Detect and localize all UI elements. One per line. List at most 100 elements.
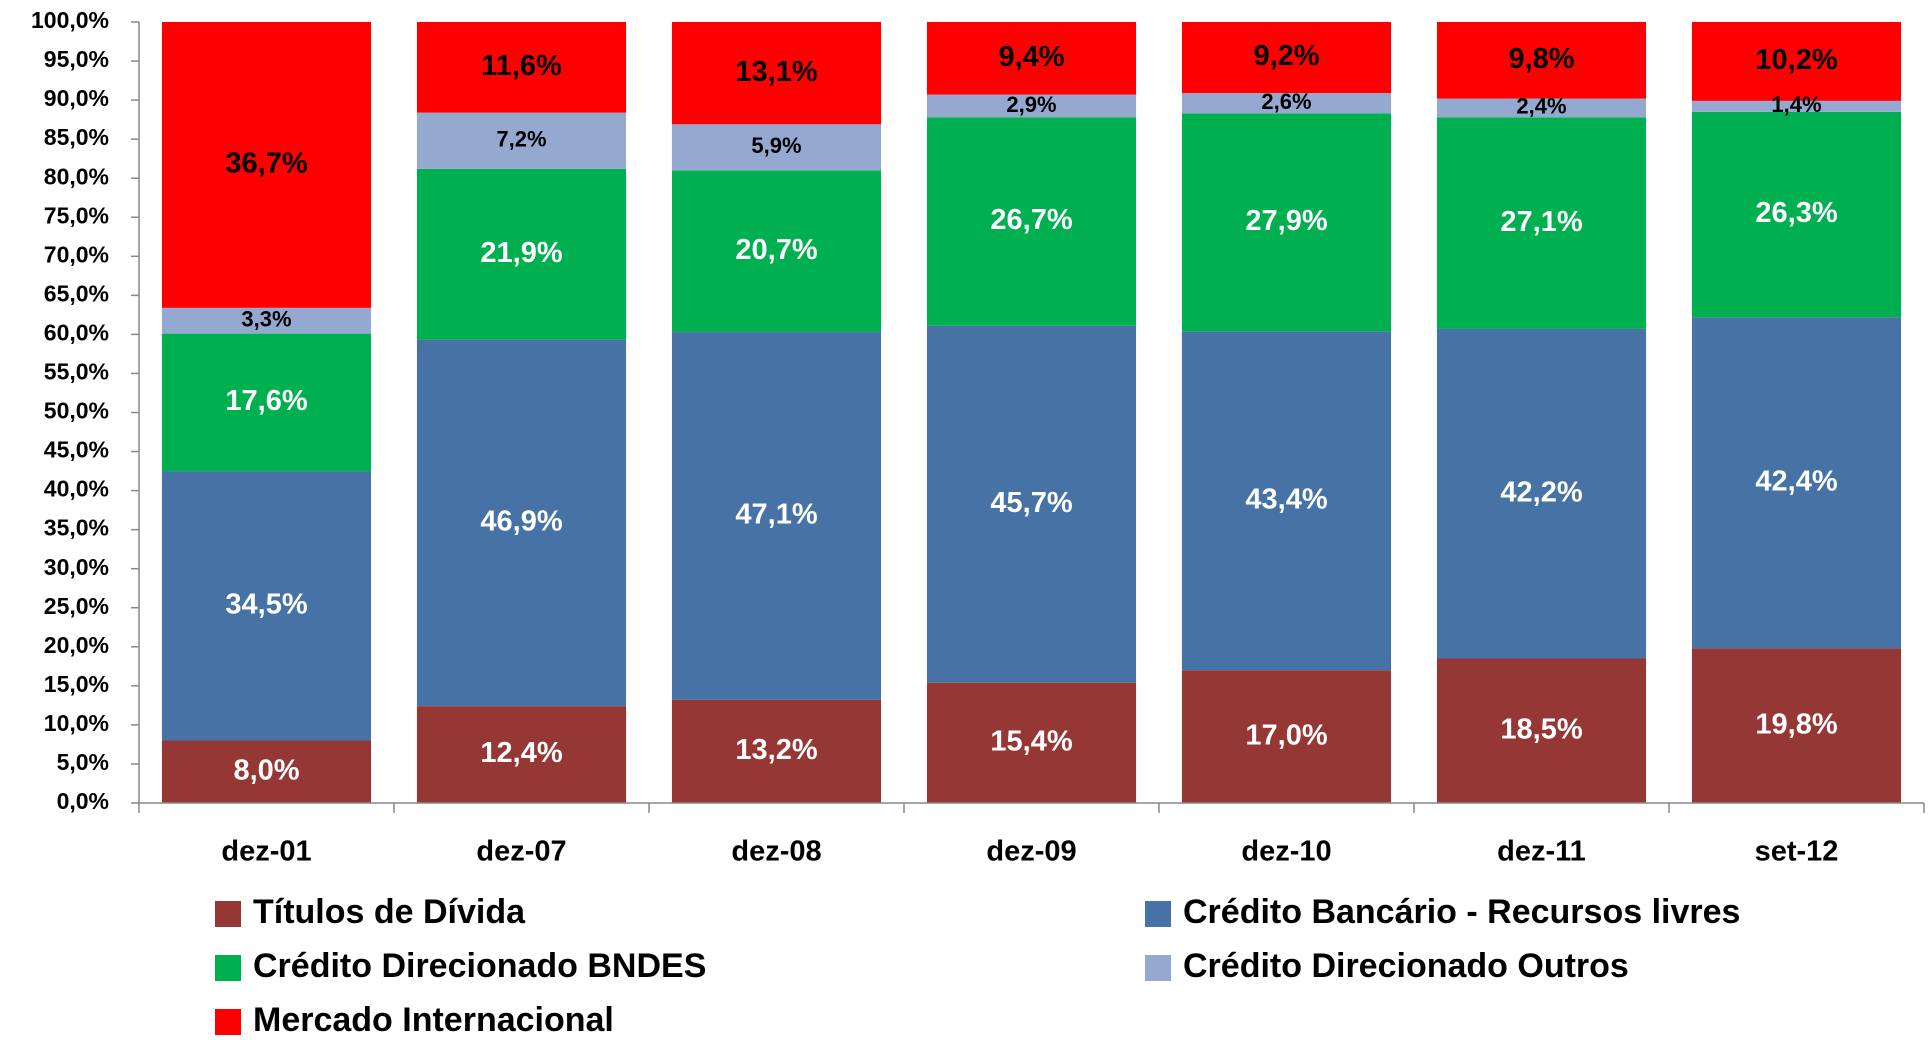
bar-segment (671, 170, 882, 333)
bar-segment (671, 22, 882, 125)
value-label: 12,4% (480, 737, 562, 769)
value-label: 27,1% (1500, 206, 1582, 238)
x-tick-label: dez-07 (476, 836, 566, 868)
legend-swatch (1145, 955, 1171, 981)
bar-segment (416, 112, 627, 169)
bar-segment (1691, 100, 1902, 112)
x-tick-label: dez-10 (1241, 836, 1331, 868)
bar-segment (1691, 111, 1902, 318)
bar-segment (416, 168, 627, 340)
y-tick-label: 85,0% (44, 124, 109, 150)
y-tick-label: 10,0% (44, 710, 109, 736)
value-label: 34,5% (225, 588, 307, 620)
value-label: 5,9% (751, 133, 801, 158)
value-label: 11,6% (481, 50, 562, 82)
bar-segment (1691, 22, 1902, 101)
x-tick-label: dez-09 (986, 836, 1076, 868)
bar-segment (671, 332, 882, 700)
value-label: 36,7% (225, 148, 307, 180)
value-label: 17,0% (1245, 719, 1327, 751)
value-label: 9,4% (998, 41, 1064, 73)
bar-segment (161, 740, 372, 803)
legend-swatch (215, 901, 241, 927)
bar-segment (161, 307, 372, 334)
value-label: 42,4% (1755, 465, 1837, 497)
bar-segment (1181, 670, 1392, 803)
bar-segment (416, 22, 627, 113)
value-label: 8,0% (233, 754, 299, 786)
y-tick-label: 15,0% (44, 671, 109, 697)
legend-swatch (1145, 901, 1171, 927)
y-tick-label: 70,0% (44, 241, 109, 267)
value-label: 26,3% (1755, 197, 1837, 229)
bar-segment (1181, 93, 1392, 114)
y-tick-label: 90,0% (44, 85, 109, 111)
value-label: 21,9% (480, 237, 562, 269)
value-label: 2,9% (1006, 92, 1056, 117)
value-label: 26,7% (990, 204, 1072, 236)
value-label: 46,9% (480, 506, 562, 538)
bar-segment (926, 94, 1137, 118)
bar-segment (161, 471, 372, 741)
value-label: 18,5% (1500, 713, 1582, 745)
bar-segment (1181, 113, 1392, 332)
y-tick-label: 5,0% (57, 749, 109, 775)
y-tick-label: 25,0% (44, 593, 109, 619)
y-tick-label: 40,0% (44, 476, 109, 502)
legend-label: Crédito Direcionado Outros (1183, 947, 1629, 985)
x-tick-label: dez-08 (731, 836, 821, 868)
value-label: 13,1% (735, 56, 817, 88)
value-label: 20,7% (735, 234, 817, 266)
value-label: 45,7% (990, 487, 1072, 519)
y-tick-label: 65,0% (44, 280, 109, 306)
value-label: 19,8% (1755, 708, 1837, 740)
value-label: 3,3% (241, 307, 291, 332)
bar-segment (1691, 648, 1902, 803)
value-label: 9,8% (1508, 43, 1574, 75)
bar-segment (671, 699, 882, 803)
value-label: 15,4% (990, 726, 1072, 758)
value-label: 10,2% (1755, 44, 1837, 76)
bar-segment (1181, 331, 1392, 671)
bar-segment (416, 339, 627, 707)
legend-label: Títulos de Dívida (253, 893, 526, 931)
y-tick-label: 20,0% (44, 632, 109, 658)
value-label: 47,1% (735, 499, 817, 531)
value-label: 7,2% (496, 127, 546, 152)
x-tick-label: set-12 (1755, 836, 1839, 868)
bar-segment (671, 124, 882, 171)
bar-segment (926, 22, 1137, 95)
bar-segment (926, 682, 1137, 803)
x-tick-label: dez-11 (1497, 836, 1586, 868)
legend-label: Crédito Bancário - Recursos livres (1183, 893, 1740, 931)
y-tick-label: 100,0% (31, 7, 109, 33)
x-tick-label: dez-01 (221, 836, 311, 868)
y-tick-label: 30,0% (44, 554, 109, 580)
bar-segment (161, 333, 372, 472)
bar-segment (416, 706, 627, 803)
legend-swatch (215, 955, 241, 981)
bar-segment (1181, 22, 1392, 94)
value-label: 2,6% (1261, 89, 1311, 114)
y-tick-label: 60,0% (44, 319, 109, 345)
bar-segment (161, 22, 372, 308)
value-label: 27,9% (1245, 205, 1327, 237)
bar-segment (1436, 22, 1647, 99)
y-tick-label: 55,0% (44, 359, 109, 385)
value-label: 2,4% (1516, 94, 1566, 119)
value-label: 43,4% (1245, 483, 1327, 515)
y-tick-label: 50,0% (44, 398, 109, 424)
y-tick-label: 80,0% (44, 163, 109, 189)
legend-label: Mercado Internacional (253, 1001, 614, 1039)
bar-segment (1436, 658, 1647, 803)
legend-label: Crédito Direcionado BNDES (253, 947, 706, 985)
value-label: 9,2% (1253, 40, 1319, 72)
bar-segment (1436, 117, 1647, 329)
value-label: 42,2% (1500, 476, 1582, 508)
value-label: 1,4% (1771, 92, 1821, 117)
value-label: 17,6% (225, 385, 307, 417)
y-tick-label: 0,0% (57, 788, 109, 814)
bar-segment (1436, 328, 1647, 659)
legend-swatch (215, 1009, 241, 1035)
